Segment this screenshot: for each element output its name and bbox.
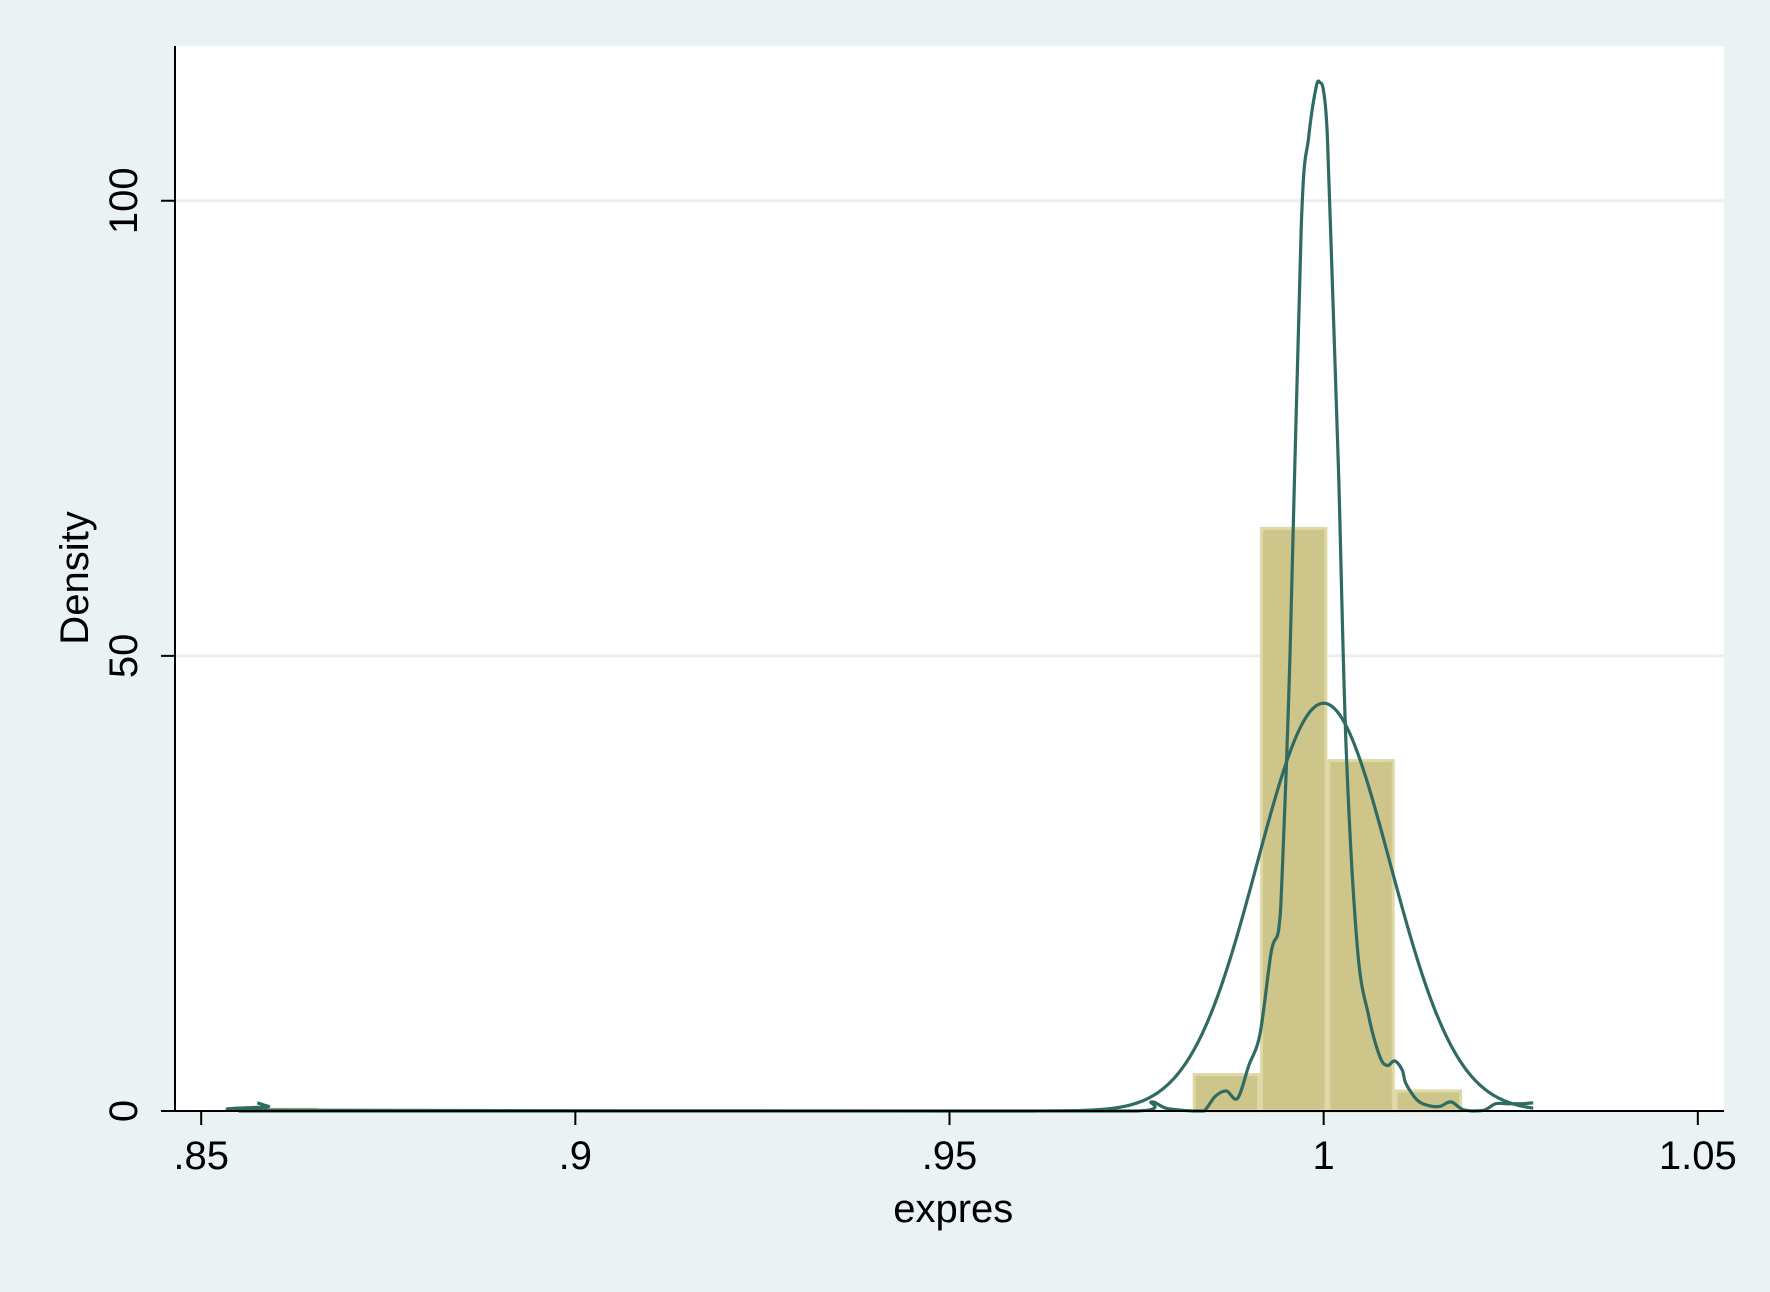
axis-labels: expres Density (53, 511, 1013, 1231)
histogram-bar (1260, 526, 1328, 1113)
x-tick-label: 1 (1313, 1134, 1335, 1178)
y-tick-label: 50 (102, 634, 146, 679)
gridlines (175, 199, 1724, 658)
histogram-bar (1327, 759, 1395, 1113)
x-tick-label: .85 (173, 1134, 229, 1178)
histogram-bars (249, 526, 1463, 1113)
histogram-bar (1192, 1073, 1261, 1113)
axes: .85 .9 .95 1 1.05 0 50 100 (102, 46, 1737, 1178)
y-tick-label: 0 (102, 1100, 146, 1122)
x-tick-label: 1.05 (1659, 1134, 1737, 1178)
y-tick-label: 100 (102, 167, 146, 234)
plot-area (175, 46, 1724, 1111)
x-axis-title: expres (893, 1187, 1013, 1231)
kernel-density-line (225, 79, 1534, 1113)
y-axis-title: Density (53, 511, 97, 644)
x-tick-label: .95 (922, 1134, 978, 1178)
x-tick-label: .9 (559, 1134, 592, 1178)
